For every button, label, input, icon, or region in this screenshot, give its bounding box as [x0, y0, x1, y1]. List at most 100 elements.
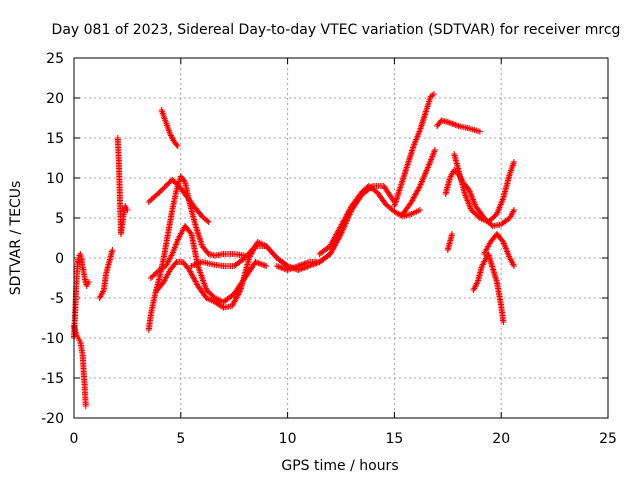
data-point [85, 279, 92, 285]
data-point-trail [318, 244, 332, 256]
data-point-trail [72, 288, 80, 316]
data-point [82, 403, 89, 409]
data-point-trail [169, 188, 180, 212]
y-tick-label: 25 [46, 51, 64, 67]
x-tick-label: 20 [492, 431, 510, 447]
x-tick-label: 0 [70, 431, 79, 447]
data-point-trail [195, 284, 209, 300]
data-point-trail [435, 118, 444, 128]
data-point-trail [153, 268, 161, 276]
y-tick-label: -5 [50, 291, 64, 307]
data-point [431, 147, 438, 153]
x-tick-label: 15 [385, 431, 403, 447]
data-point-trail [175, 259, 185, 265]
data-point-trail [375, 190, 388, 207]
y-tick-label: 5 [55, 211, 64, 227]
series-arc-m [316, 183, 424, 257]
data-point-trail [221, 292, 236, 304]
data-point-trail [200, 244, 211, 256]
data-point [147, 275, 154, 281]
data-point-trail [205, 295, 217, 305]
data-point-trail [384, 202, 396, 214]
data-point-trail [190, 259, 204, 269]
data-point-trail [176, 184, 187, 196]
data-point-trail [391, 184, 404, 208]
data-point [156, 189, 163, 196]
data-point-trail [499, 216, 512, 227]
data-point-trail [101, 272, 109, 292]
data-point-trail [452, 168, 461, 176]
data-point [263, 263, 270, 269]
data-point-trail [181, 260, 192, 272]
data-point-trail [188, 232, 201, 268]
series-arc-t [470, 251, 507, 325]
series-arc-r [451, 151, 518, 225]
y-tick-label: 10 [46, 171, 64, 187]
data-point-trail [200, 214, 211, 224]
data-point [449, 231, 456, 237]
data-point-trail [410, 207, 422, 217]
series-arc-o [399, 147, 438, 217]
data-point [152, 271, 159, 277]
data-point-trail [183, 224, 194, 236]
data-point-trail [200, 259, 215, 267]
data-point-trail [158, 264, 168, 272]
data-point-trail [500, 172, 513, 200]
data-point-trail [186, 200, 199, 228]
data-point-trail [471, 280, 480, 292]
data-point-trail [451, 152, 462, 172]
data-point-trail [462, 192, 474, 212]
data-point-trail [213, 299, 226, 310]
data-point-trail [169, 236, 181, 256]
y-axis-label: SDTVAR / TECUs [8, 181, 24, 296]
data-point-trail [296, 263, 311, 273]
data-point-trail [481, 240, 493, 256]
data-point [417, 207, 424, 213]
data-point-trail [148, 292, 158, 316]
data-point-trail [417, 164, 431, 188]
data-point-trail [381, 184, 397, 204]
series-arc-a [71, 323, 89, 409]
data-point-trail [501, 240, 513, 260]
data-point-trail [467, 125, 482, 135]
data-points [71, 91, 518, 409]
data-point [500, 319, 507, 325]
data-point [109, 247, 116, 253]
data-point-trail [445, 232, 455, 252]
data-point [174, 143, 181, 149]
data-point-trail [498, 304, 507, 324]
data-point-trail [446, 119, 460, 129]
data-point-trail [338, 204, 354, 228]
y-tick-label: -10 [41, 331, 64, 347]
data-point [511, 159, 518, 165]
series-arc-d [96, 247, 116, 301]
data-point-trail [163, 120, 173, 136]
data-point-trail [165, 208, 175, 236]
data-point-trail [275, 256, 290, 268]
data-point-trail [79, 264, 88, 280]
series-arc-e [114, 135, 131, 237]
series-arc-p [434, 117, 483, 135]
data-point [476, 128, 483, 135]
data-point-trail [296, 259, 311, 269]
data-point [511, 207, 518, 213]
axis-ticks: 0 5 10 15 20 25 -20 -15 -10 -5 0 5 10 15 20 25 [41, 51, 617, 447]
data-point-trail [466, 188, 478, 208]
series-arc-s [444, 231, 456, 253]
data-point-trail [182, 180, 192, 204]
data-point-trail [157, 184, 168, 195]
series-arc-q [442, 167, 518, 229]
data-point-trail [168, 260, 179, 272]
x-axis-label: GPS time / hours [281, 458, 398, 474]
data-point-trail [440, 117, 450, 125]
data-point-trail [172, 140, 180, 148]
data-point-trail [404, 144, 417, 168]
series-arc-g [158, 107, 181, 149]
data-point-trail [426, 148, 438, 168]
data-point-trail [443, 176, 453, 196]
data-point [511, 263, 518, 269]
chart-title: Day 081 of 2023, Sidereal Day-to-day VTE… [52, 22, 621, 38]
data-point-trail [392, 209, 405, 219]
data-point-trail [507, 160, 517, 176]
